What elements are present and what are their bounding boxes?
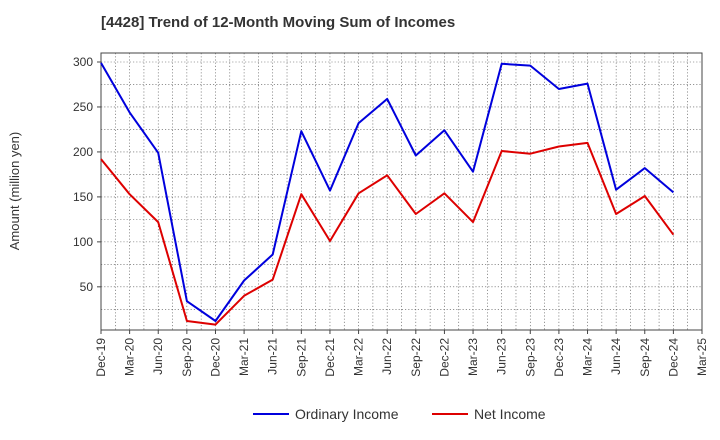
x-tick-label: Sep-22 [409,338,423,377]
x-tick-label: Mar-21 [237,338,251,376]
x-tick-label: Dec-21 [323,338,337,377]
x-tick-label: Sep-23 [523,338,537,377]
x-tick-label: Sep-21 [294,338,308,377]
x-tick-label: Mar-24 [581,338,595,376]
x-tick-label: Mar-22 [352,338,366,376]
x-tick-label: Dec-23 [552,338,566,377]
x-tick-label: Dec-20 [208,338,222,377]
x-tick-label: Mar-25 [695,338,709,376]
chart-title: [4428] Trend of 12-Month Moving Sum of I… [101,14,456,31]
x-tick-label: Jun-24 [609,338,623,375]
y-axis-label: Amount (million yen) [7,132,22,251]
y-tick-label: 50 [80,280,94,294]
x-tick-label: Sep-24 [638,338,652,377]
legend-label-ordinary-income: Ordinary Income [295,406,399,422]
x-tick-label: Dec-24 [666,338,680,377]
x-tick-label: Jun-22 [380,338,394,375]
plot-frame [100,52,703,331]
x-tick-label: Jun-23 [495,338,509,375]
x-axis-ticks: Dec-19 Mar-20 Jun-20 Sep-20 Dec-20 Mar-21 Jun-… [94,330,709,377]
series-lines [100,62,675,326]
y-axis-ticks: 50 100 150 200 250 300 [73,55,101,294]
y-tick-label: 100 [73,235,93,249]
x-tick-label: Sep-20 [180,338,194,377]
legend: Ordinary Income Net Income [253,406,546,422]
y-tick-label: 200 [73,145,93,159]
x-tick-label: Jun-20 [151,338,165,375]
legend-label-net-income: Net Income [474,406,546,422]
y-tick-label: 300 [73,55,93,69]
x-tick-label: Mar-23 [466,338,480,376]
y-tick-label: 150 [73,190,93,204]
x-tick-label: Dec-19 [94,338,108,377]
grid-lines [100,53,703,330]
x-tick-label: Dec-22 [437,338,451,377]
y-tick-label: 250 [73,100,93,114]
x-tick-label: Mar-20 [123,338,137,376]
x-tick-label: Jun-21 [266,338,280,375]
